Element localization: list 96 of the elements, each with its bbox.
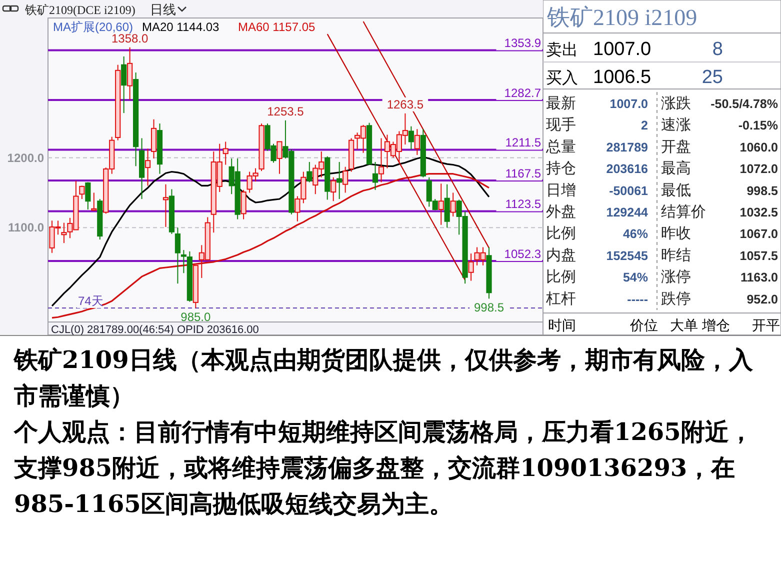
candlestick (121, 56, 127, 114)
text: 昨结 (661, 246, 691, 264)
candlestick (222, 141, 228, 166)
ref-line-label: 1353.9 (504, 36, 542, 50)
text: 152545 (606, 248, 648, 263)
text: 129244 (606, 206, 648, 220)
chart-title: 铁矿2109(DCE i2109) (24, 3, 136, 17)
candlestick (79, 185, 85, 200)
candlestick (372, 161, 378, 190)
text: 1072.0 (740, 162, 778, 176)
text: 杠杆 (545, 290, 576, 308)
text: 54% (622, 270, 648, 285)
candlestick (444, 184, 450, 228)
candlestick (85, 182, 91, 210)
text: 总量 (545, 138, 576, 156)
annotation: 985.0 (180, 310, 212, 324)
text: 价位 (629, 317, 658, 333)
text: 日增 (546, 182, 576, 199)
text: 1067.0 (740, 227, 778, 242)
annotation: 998.5 (474, 300, 504, 315)
candlestick (276, 141, 282, 174)
ref-line-label: 1167.5 (505, 166, 542, 180)
ref-line-label: 1052.3 (504, 246, 542, 261)
text: 1163.0 (740, 270, 778, 285)
y-tick-label: 1200.0 (7, 150, 44, 165)
text: -0.15% (738, 118, 778, 133)
text: 结算价 (661, 204, 706, 220)
candlestick (174, 227, 181, 284)
text: 开平 (752, 317, 780, 333)
candlestick (378, 138, 384, 183)
text: 个人观点：目前行情有中短期维持区间震荡格局，压力看1265附近，支撑985附近，或将维持震荡偏多盘整，交流群1090136293，在985-1165区间高抛低吸短线交易为主。 (14, 416, 754, 520)
text: 开盘 (661, 138, 691, 156)
candlestick (408, 126, 414, 150)
text: 铁矿2109 i2109 (546, 5, 698, 30)
text: 昨收 (661, 225, 691, 242)
text: 998.5 (746, 184, 778, 198)
candlestick (468, 253, 474, 282)
text: 内盘 (546, 246, 576, 264)
text: 时间 (548, 317, 576, 333)
text: 外盘 (546, 204, 576, 220)
ref-line-label: 1211.5 (505, 136, 542, 150)
text: 1060.0 (740, 140, 778, 154)
text: 46% (622, 227, 648, 242)
text: 涨跌 (661, 95, 691, 112)
ref-line-label: 1123.5 (505, 197, 542, 212)
text: 1007.0 (593, 39, 652, 60)
y-tick-label: 1100.0 (8, 220, 44, 235)
candlestick (336, 161, 342, 200)
text: 281789 (606, 140, 648, 154)
annotation: 1263.5 (386, 97, 424, 112)
legend-title: MA扩展(20,60) (53, 20, 134, 34)
text: MA20 1144.03 (142, 20, 220, 34)
text: 比例 (546, 225, 576, 242)
chart-subtitle: 日线 (150, 2, 176, 17)
candlestick (240, 189, 246, 220)
annotation: 1253.5 (267, 104, 304, 118)
text: 1032.5 (740, 206, 778, 220)
candlestick (306, 161, 312, 183)
text: ----- (627, 292, 648, 306)
text: 卖出 (546, 41, 578, 59)
text: -50061 (609, 184, 648, 198)
text: 跌停 (661, 290, 691, 308)
text: 203616 (606, 162, 648, 176)
text: 涨停 (661, 268, 691, 286)
text: MA60 1157.05 (238, 20, 316, 34)
candlestick (438, 183, 444, 226)
text: 大单 (670, 317, 698, 333)
candlestick (342, 166, 348, 194)
text: -50.5/4.78% (710, 97, 778, 111)
candlestick (330, 176, 336, 202)
text: 速涨 (661, 116, 691, 134)
text: 952.0 (746, 292, 778, 306)
candlestick (144, 148, 151, 186)
text: CJL(0) 281789.00(46:54) OPID 203616.00 (51, 324, 259, 336)
ref-line-label: 1282.7 (504, 86, 542, 100)
text: 持仓 (546, 160, 576, 178)
text: 2 (641, 118, 648, 133)
candlestick (150, 118, 157, 159)
text: 8 (712, 39, 723, 60)
text: 买入 (546, 69, 578, 87)
text: 1006.5 (593, 67, 652, 88)
candlestick (414, 128, 420, 156)
text: 比例 (546, 268, 576, 286)
text: 1007.0 (610, 97, 648, 111)
text: 25 (702, 67, 723, 88)
text: 最高 (661, 160, 691, 178)
text: 增仓 (701, 317, 730, 333)
candlestick (162, 184, 169, 228)
text: 铁矿2109日线（本观点由期货团队提供，仅供参考，期市有风险，入市需谨慎） (14, 344, 754, 412)
candlestick (127, 46, 133, 100)
ref-line-label: 74天 (78, 294, 104, 308)
text: 现手 (546, 116, 576, 134)
text: 最新 (546, 95, 576, 112)
text: 最低 (661, 182, 691, 199)
candlestick (450, 192, 456, 217)
text: 1057.5 (740, 248, 778, 263)
